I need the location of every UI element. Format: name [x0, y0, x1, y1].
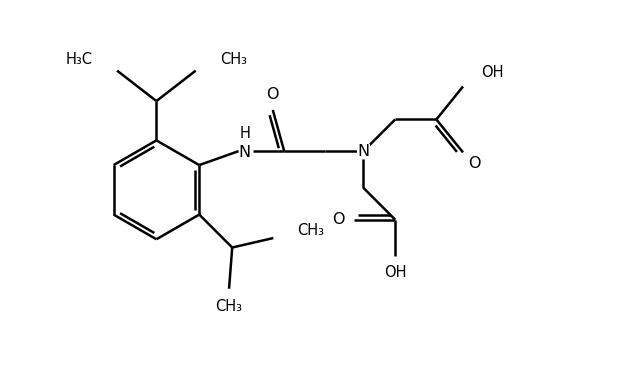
Text: CH₃: CH₃: [216, 299, 243, 314]
Text: N: N: [239, 145, 251, 160]
Text: OH: OH: [384, 265, 406, 280]
Text: CH₃: CH₃: [298, 223, 324, 238]
Text: O: O: [332, 212, 344, 227]
Text: OH: OH: [481, 65, 503, 80]
Text: N: N: [357, 144, 369, 159]
Text: CH₃: CH₃: [220, 52, 247, 67]
Text: H: H: [239, 126, 250, 141]
Text: O: O: [468, 156, 481, 171]
Text: H₃C: H₃C: [66, 52, 93, 67]
Text: O: O: [266, 86, 279, 102]
